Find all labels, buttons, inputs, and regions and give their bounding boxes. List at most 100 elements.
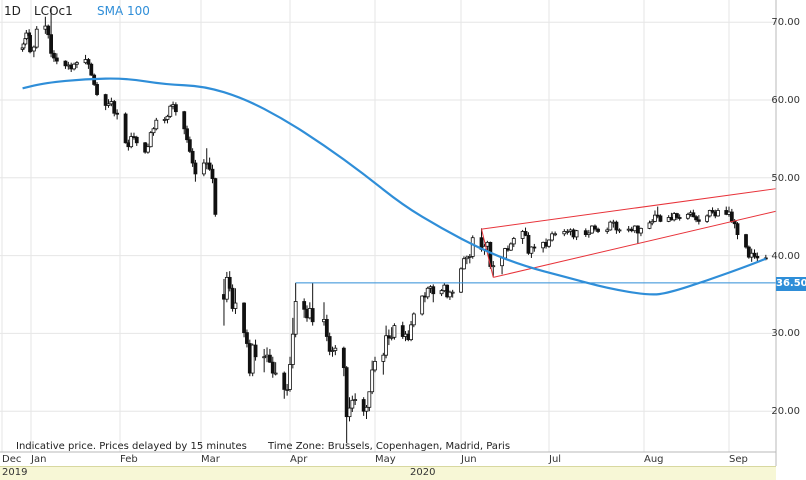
candle [347, 397, 352, 422]
candle [608, 220, 613, 231]
x-month-label: May [375, 454, 396, 465]
candle-body [448, 291, 452, 298]
candle [420, 295, 425, 316]
candle [508, 242, 513, 251]
candle-body [201, 162, 206, 175]
candle-body [583, 230, 588, 235]
candle [324, 314, 329, 342]
candle-body [411, 313, 416, 326]
candle-body [353, 399, 358, 401]
candle-body [227, 276, 232, 289]
candle [650, 219, 655, 226]
candle-body [182, 111, 187, 130]
candle-body [310, 308, 315, 323]
candle [134, 135, 139, 146]
candle [696, 215, 701, 225]
candle-body [523, 231, 528, 236]
candle [574, 229, 579, 241]
candle [207, 157, 212, 171]
candle [553, 231, 558, 237]
candle [341, 346, 346, 377]
candle [213, 177, 218, 217]
candle [617, 228, 622, 234]
candle-body [553, 233, 558, 236]
candle-body [75, 62, 79, 65]
candle [445, 284, 450, 299]
candle [210, 164, 215, 184]
candle [590, 225, 594, 234]
candle [49, 8, 53, 58]
candle [282, 371, 287, 399]
candle [293, 282, 298, 338]
y-tick-label: 40.00 [771, 251, 800, 262]
year-bar [0, 466, 776, 480]
candle-body [210, 168, 215, 179]
candle [462, 256, 466, 270]
candle [532, 243, 537, 252]
candle-body [373, 361, 377, 371]
candle-body [431, 286, 436, 295]
candle-body [364, 406, 369, 412]
candle [230, 284, 235, 312]
candle-body [746, 246, 751, 258]
candle-body [744, 234, 748, 248]
candle [529, 246, 534, 258]
candle [409, 320, 413, 342]
candle-body [270, 361, 275, 374]
candle [373, 356, 377, 373]
candle-body [72, 63, 76, 70]
candle-body [626, 228, 631, 231]
candle-body [593, 225, 597, 230]
candle-body [639, 227, 643, 234]
candle-body [532, 246, 537, 249]
candle [242, 302, 246, 338]
channel-upper-line [481, 188, 777, 230]
timeframe-label[interactable]: 1D [4, 4, 21, 18]
candle [288, 356, 292, 392]
candle [411, 312, 416, 328]
overlays [22, 77, 777, 296]
candle [470, 235, 475, 259]
candle [103, 93, 108, 111]
candle [290, 317, 295, 369]
candle [262, 348, 267, 373]
candle-body [450, 291, 455, 294]
candle-body [52, 52, 56, 59]
candle-body [168, 105, 173, 117]
candle-body [54, 57, 59, 62]
sma-indicator-label[interactable]: SMA 100 [97, 4, 150, 18]
candle [677, 214, 682, 221]
candle-body [327, 336, 332, 352]
candle-body [341, 347, 346, 369]
candle [350, 395, 355, 412]
candle [658, 214, 663, 223]
candle [353, 393, 358, 405]
candle-body [134, 136, 139, 144]
candle-body [268, 354, 272, 363]
candle-body [409, 324, 413, 341]
candle-body [330, 350, 335, 352]
candle-body [590, 225, 594, 234]
candle-body [529, 246, 534, 254]
candle [148, 131, 153, 148]
candle [694, 215, 698, 223]
candle [364, 404, 369, 419]
candle [370, 360, 375, 395]
candle-body [384, 335, 388, 356]
candle [123, 112, 128, 144]
candle [459, 267, 463, 293]
timezone-note: Time Zone: Brussels, Copenhagen, Madrid,… [268, 441, 511, 452]
candle [193, 159, 198, 182]
candle-body [293, 301, 298, 335]
candle-body [89, 63, 94, 76]
candle-body [49, 34, 53, 54]
candle-body [586, 232, 591, 235]
candle-body [685, 213, 690, 219]
candle-body [367, 391, 372, 408]
candle-body [242, 302, 246, 334]
candle-body [755, 255, 760, 259]
candle-body [162, 119, 167, 121]
symbol-label[interactable]: LCOc1 [34, 4, 73, 18]
candle-body [574, 230, 579, 238]
